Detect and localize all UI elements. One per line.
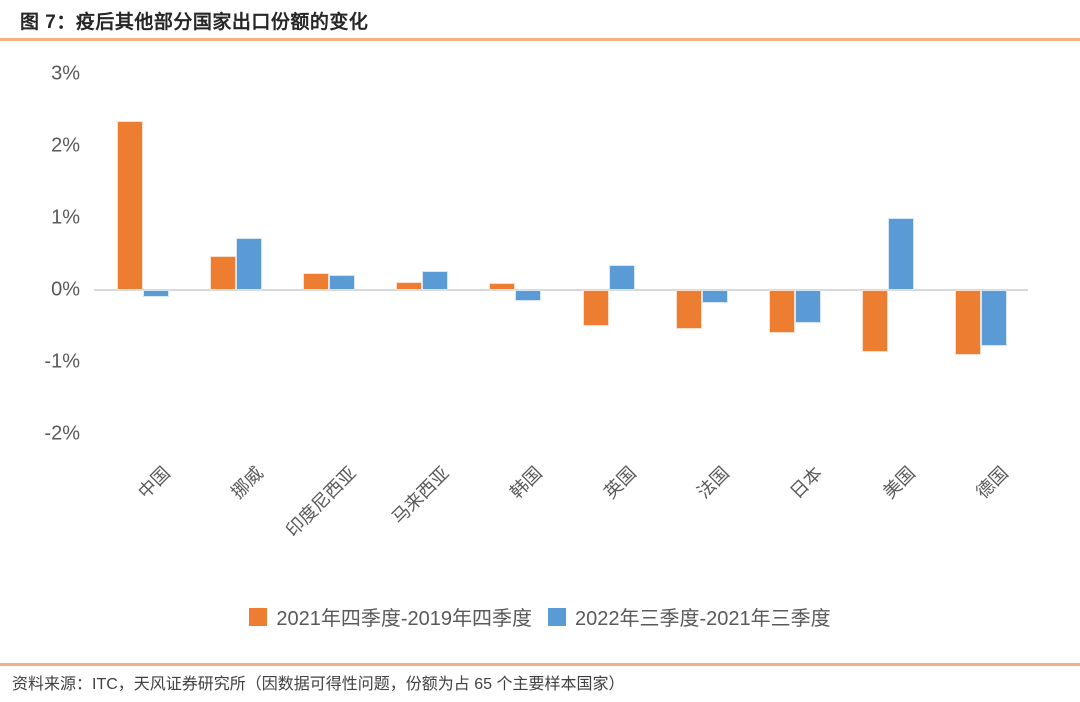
source-note: 资料来源：ITC，天风证券研究所（因数据可得性问题，份额为占 65 个主要样本国… xyxy=(12,676,625,693)
bar-series1-cat4 xyxy=(489,282,516,290)
y-tick-label: 3% xyxy=(51,62,80,85)
bar-series2-cat4 xyxy=(515,289,542,301)
x-axis-label: 中国 xyxy=(133,462,174,503)
legend-swatch-blue-icon xyxy=(548,607,566,626)
legend-item-series1: 2021年四季度-2019年四季度 xyxy=(249,602,532,631)
x-axis-label: 法国 xyxy=(693,462,733,503)
legend-item-series2: 2022年三季度-2021年三季度 xyxy=(548,602,831,631)
y-tick-label: 1% xyxy=(51,206,80,229)
x-axis-label: 马来西亚 xyxy=(388,462,454,528)
x-axis-label: 印度尼西亚 xyxy=(282,462,360,541)
chart-legend: 2021年四季度-2019年四季度 2022年三季度-2021年三季度 xyxy=(0,602,1080,631)
bar-series2-cat7 xyxy=(795,289,821,323)
bar-series2-cat3 xyxy=(422,271,449,290)
bar-series2-cat1 xyxy=(235,238,262,290)
y-tick-label: 0% xyxy=(51,278,80,301)
bar-series2-cat0 xyxy=(142,289,169,298)
bar-series1-cat7 xyxy=(769,289,795,334)
legend-label-series2: 2022年三季度-2021年三季度 xyxy=(575,608,831,630)
x-axis-label: 日本 xyxy=(786,462,826,503)
bar-series2-cat5 xyxy=(608,264,635,290)
x-axis-label: 挪威 xyxy=(227,462,267,503)
figure-title: 图 7：疫后其他部分国家出口份额的变化 xyxy=(20,12,369,33)
bar-series1-cat6 xyxy=(675,289,702,330)
plot-area xyxy=(94,55,1028,448)
x-axis-label: 美国 xyxy=(879,462,920,503)
x-axis-labels: 中国 挪威 印度尼西亚 马来西亚 韩国 英国 法国 日本 美国 德国 xyxy=(96,452,1028,582)
y-tick-label: -2% xyxy=(44,422,80,445)
x-axis-label: 韩国 xyxy=(506,462,547,503)
bar-series1-cat5 xyxy=(582,289,609,326)
bar-series1-cat1 xyxy=(209,256,236,290)
zero-line xyxy=(94,288,1028,291)
legend-swatch-orange-icon xyxy=(249,607,268,626)
bar-series1-cat2 xyxy=(303,272,329,290)
footer-divider xyxy=(0,663,1080,666)
y-tick-label: -1% xyxy=(44,350,80,373)
bar-series2-cat6 xyxy=(701,289,728,303)
bar-series2-cat2 xyxy=(329,274,355,290)
y-axis-labels: 3% 2% 1% 0% -1% -2% xyxy=(0,55,86,448)
bar-series2-cat9 xyxy=(981,289,1008,346)
legend-label-series1: 2021年四季度-2019年四季度 xyxy=(276,608,532,630)
bar-series2-cat8 xyxy=(888,218,915,290)
bar-series1-cat0 xyxy=(116,121,143,290)
x-axis-label: 英国 xyxy=(599,462,640,503)
bar-series1-cat9 xyxy=(955,289,982,355)
y-tick-label: 2% xyxy=(51,134,80,157)
title-divider xyxy=(0,38,1080,41)
bar-series1-cat3 xyxy=(396,282,423,290)
bar-series1-cat8 xyxy=(862,289,889,352)
x-axis-label: 德国 xyxy=(972,462,1013,503)
